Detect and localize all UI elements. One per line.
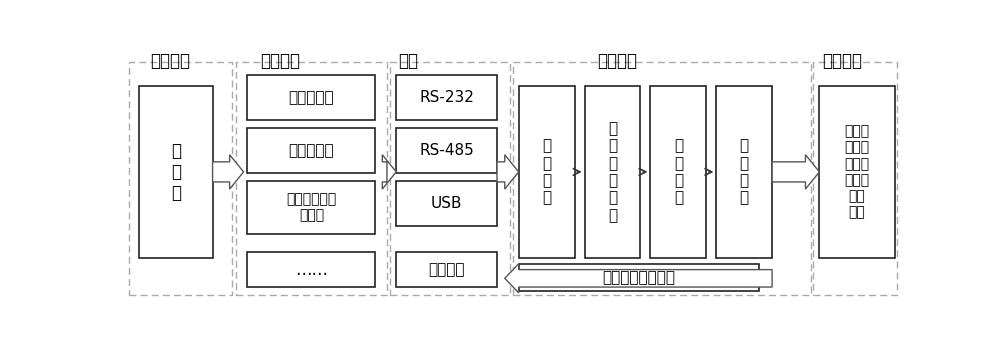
Text: 数
据
接
口: 数 据 接 口 (542, 138, 551, 205)
Text: 变
压
器: 变 压 器 (171, 142, 181, 202)
Bar (512, 62, 811, 295)
Text: 铁芯接地电流
测量仪: 铁芯接地电流 测量仪 (286, 192, 337, 223)
Bar (390, 62, 510, 295)
Polygon shape (497, 155, 519, 189)
Text: ……: …… (295, 261, 328, 279)
Text: 移
动
终
端
本
体: 移 动 终 端 本 体 (608, 121, 617, 223)
Text: 被测对象: 被测对象 (150, 52, 190, 70)
Text: 手动录入: 手动录入 (428, 262, 465, 277)
Bar (813, 62, 897, 295)
Bar (396, 75, 497, 120)
Bar (519, 86, 574, 258)
Text: 数
据
展
示: 数 据 展 示 (674, 138, 683, 205)
Polygon shape (772, 155, 819, 189)
Text: 评价诊断结果展示: 评价诊断结果展示 (602, 270, 675, 285)
Bar (396, 181, 497, 226)
Text: RS-485: RS-485 (419, 143, 474, 158)
Bar (585, 86, 640, 258)
Bar (396, 252, 497, 287)
Text: USB: USB (431, 196, 462, 211)
Bar (236, 62, 387, 295)
Bar (139, 86, 213, 258)
Bar (247, 181, 375, 234)
Polygon shape (382, 155, 396, 189)
Text: 直阻测量仪: 直阻测量仪 (289, 143, 334, 158)
Bar (519, 264, 759, 291)
Text: 数
据
处
理: 数 据 处 理 (740, 138, 749, 205)
Text: 试验仪器: 试验仪器 (260, 52, 300, 70)
Bar (247, 75, 375, 120)
Polygon shape (505, 264, 772, 293)
Bar (716, 86, 772, 258)
Bar (396, 128, 497, 173)
Bar (129, 62, 232, 295)
Bar (819, 86, 895, 258)
Text: 接口: 接口 (398, 52, 418, 70)
Bar (247, 252, 375, 287)
Text: 移动终端: 移动终端 (597, 52, 637, 70)
Bar (650, 86, 706, 258)
Bar (247, 128, 375, 173)
Text: 评价诊断: 评价诊断 (822, 52, 862, 70)
Text: 介损测量仪: 介损测量仪 (289, 91, 334, 105)
Polygon shape (213, 155, 244, 189)
Text: RS-232: RS-232 (419, 91, 474, 105)
Text: 生产管
理系统
（数据
评价诊
断中
心）: 生产管 理系统 （数据 评价诊 断中 心） (844, 125, 869, 220)
